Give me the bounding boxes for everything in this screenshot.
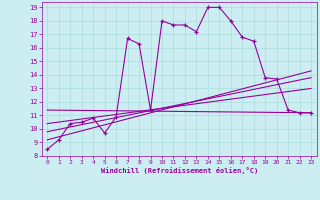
X-axis label: Windchill (Refroidissement éolien,°C): Windchill (Refroidissement éolien,°C) bbox=[100, 167, 258, 174]
